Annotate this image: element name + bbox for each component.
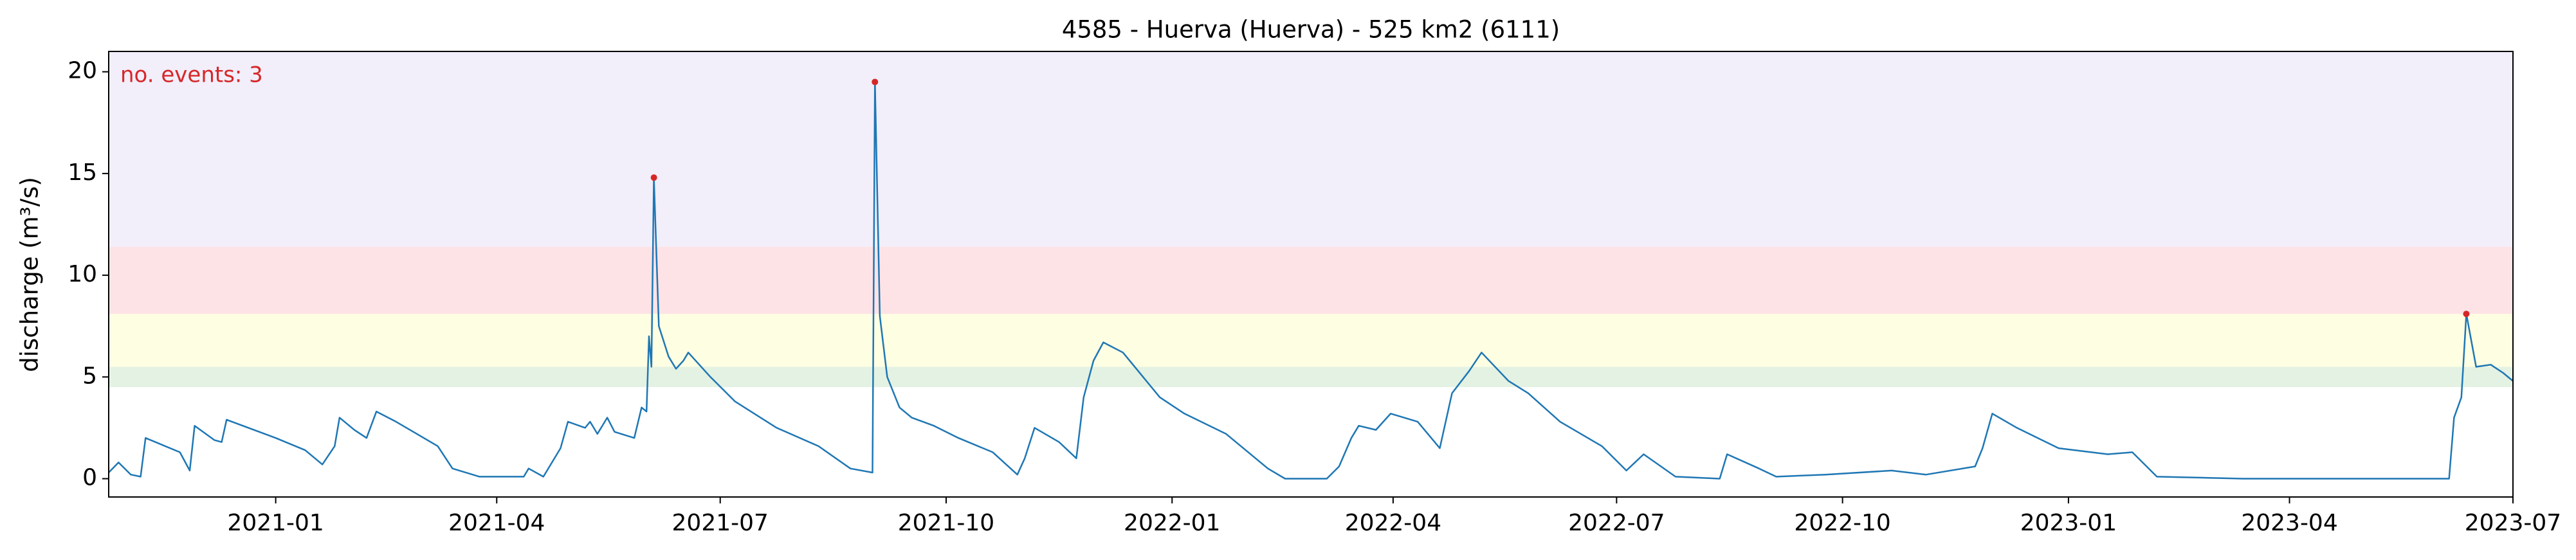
x-tick-label: 2022-07 <box>1568 510 1665 536</box>
x-tick-label: 2022-04 <box>1345 510 1441 536</box>
event-count: no. events: 3 <box>120 62 263 88</box>
y-tick-label: 0 <box>82 465 97 491</box>
y-tick-label: 10 <box>68 261 97 287</box>
x-tick-label: 2021-04 <box>448 510 545 536</box>
event-marker <box>650 174 657 181</box>
y-tick-label: 15 <box>68 159 97 186</box>
x-tick-label: 2021-10 <box>898 510 994 536</box>
event-marker <box>2463 311 2470 318</box>
chart-title: 4585 - Huerva (Huerva) - 525 km2 (6111) <box>1062 16 1560 44</box>
threshold-band <box>109 366 2513 388</box>
y-axis-label: discharge (m³/s) <box>16 177 44 372</box>
threshold-band <box>109 246 2513 314</box>
x-tick-label: 2023-04 <box>2241 510 2337 536</box>
x-tick-label: 2023-01 <box>2020 510 2117 536</box>
discharge-line <box>108 81 2514 480</box>
event-marker <box>872 78 879 86</box>
x-tick-label: 2022-01 <box>1124 510 1220 536</box>
y-tick-label: 20 <box>68 58 97 84</box>
x-tick-label: 2023-07 <box>2465 510 2561 536</box>
x-tick-label: 2021-01 <box>227 510 324 536</box>
threshold-band <box>109 51 2513 247</box>
threshold-band <box>109 314 2513 367</box>
x-tick-label: 2022-10 <box>1794 510 1890 536</box>
plot-frame <box>108 51 2514 498</box>
x-tick-label: 2021-07 <box>672 510 769 536</box>
y-tick-label: 5 <box>82 363 97 389</box>
